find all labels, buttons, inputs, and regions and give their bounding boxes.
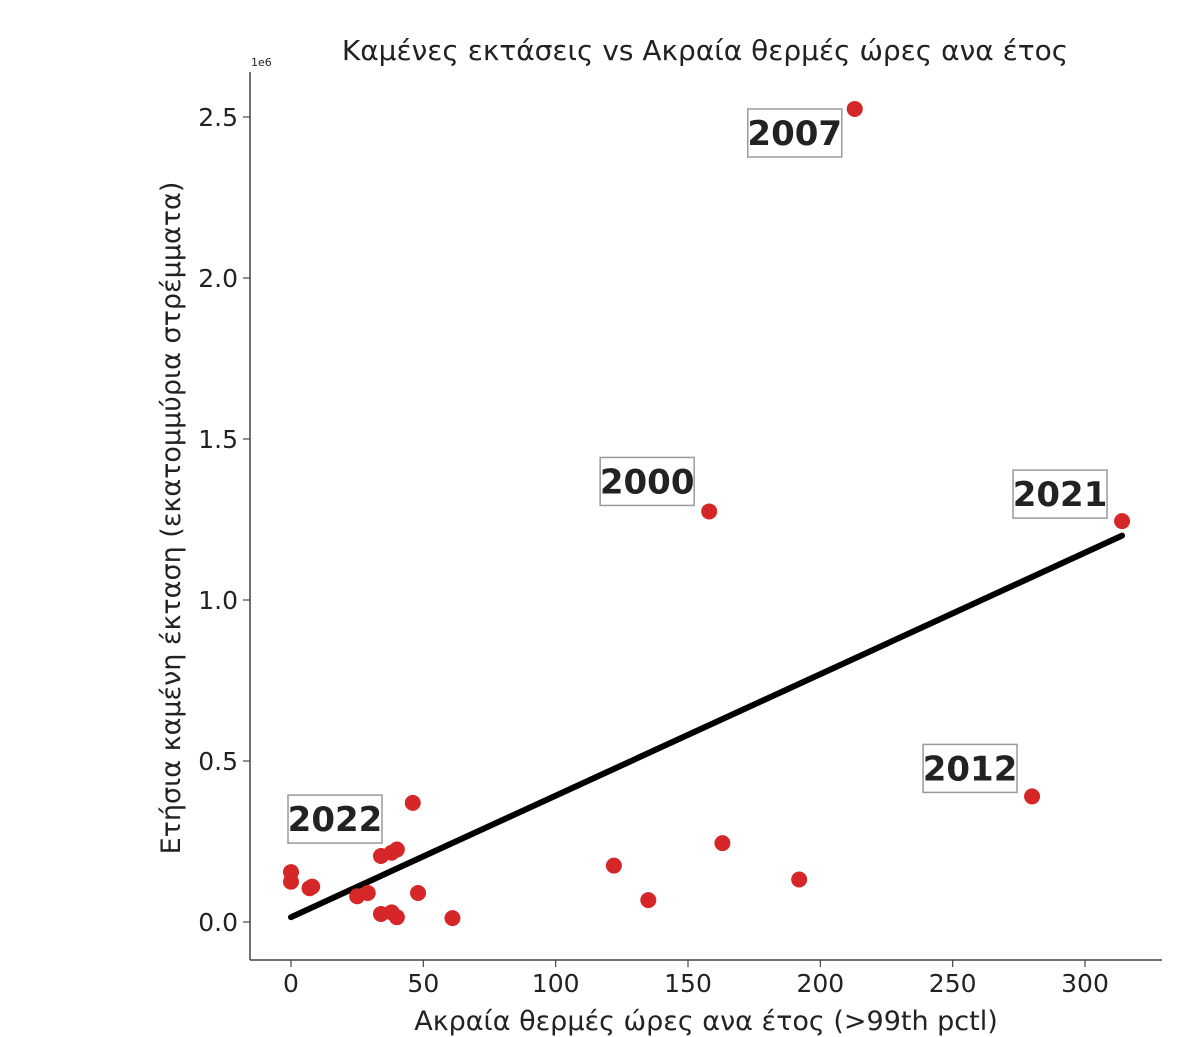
chart-title: Καμένες εκτάσεις vs Ακραία θερμές ώρες α… — [342, 34, 1068, 67]
data-point — [304, 878, 321, 895]
annotation-2021: 2021 — [1012, 469, 1108, 519]
y-tick-label: 1.0 — [198, 586, 238, 615]
y-axis-offset-label: 1e6 — [251, 56, 272, 69]
x-tick-label: 250 — [929, 969, 977, 998]
annotation-label: 2021 — [1013, 475, 1108, 515]
year-annotations: 2007 2000 2021 2012 2022 — [287, 108, 1108, 844]
trend-line — [288, 532, 1126, 921]
data-point — [388, 909, 405, 926]
annotation-label: 2007 — [747, 114, 842, 154]
x-tick-label: 150 — [664, 969, 712, 998]
data-point — [605, 857, 622, 874]
y-axis-ticks: 0.0 0.5 1.0 1.5 2.0 2.5 — [198, 103, 250, 937]
annotation-box — [746, 108, 843, 158]
data-point — [283, 873, 299, 890]
x-tick-label: 50 — [407, 969, 439, 998]
y-tick-label: 2.5 — [198, 103, 238, 132]
data-point — [444, 910, 461, 927]
annotation-2007: 2007 — [746, 108, 843, 158]
x-tick-label: 200 — [796, 969, 844, 998]
x-tick-label: 100 — [532, 969, 580, 998]
annotation-label: 2000 — [600, 462, 695, 502]
data-point — [359, 885, 376, 902]
y-tick-label: 0.5 — [198, 747, 238, 776]
x-axis-ticks: 0 50 100 150 200 250 300 — [283, 960, 1109, 998]
annotation-label: 2012 — [923, 749, 1018, 789]
annotation-label: 2022 — [288, 800, 383, 840]
data-point — [714, 835, 731, 852]
data-point — [701, 503, 718, 520]
annotation-box — [287, 794, 383, 844]
annotation-2012: 2012 — [922, 743, 1018, 794]
x-axis-label: Ακραία θερμές ώρες ανα έτος (>99th pctl) — [414, 1006, 998, 1037]
data-point — [640, 892, 657, 909]
data-point — [846, 100, 863, 117]
x-tick-label: 0 — [283, 969, 299, 998]
data-point — [791, 871, 808, 888]
data-point — [404, 794, 421, 811]
y-axis-label: Ετήσια καμένη έκταση (εκατομμύρια στρέμμ… — [156, 182, 187, 855]
y-tick-label: 0.0 — [198, 908, 238, 937]
x-tick-label: 300 — [1061, 969, 1109, 998]
annotation-box — [599, 456, 695, 507]
y-tick-label: 1.5 — [198, 425, 238, 454]
annotation-2022: 2022 — [287, 794, 383, 844]
data-point — [1114, 513, 1131, 530]
data-points — [283, 100, 1131, 927]
y-tick-label: 2.0 — [198, 264, 238, 293]
annotation-box — [1012, 469, 1108, 519]
annotation-2000: 2000 — [599, 456, 695, 507]
data-point — [388, 841, 405, 858]
data-point — [1024, 788, 1041, 805]
data-point — [410, 885, 427, 902]
annotation-box — [922, 743, 1018, 794]
